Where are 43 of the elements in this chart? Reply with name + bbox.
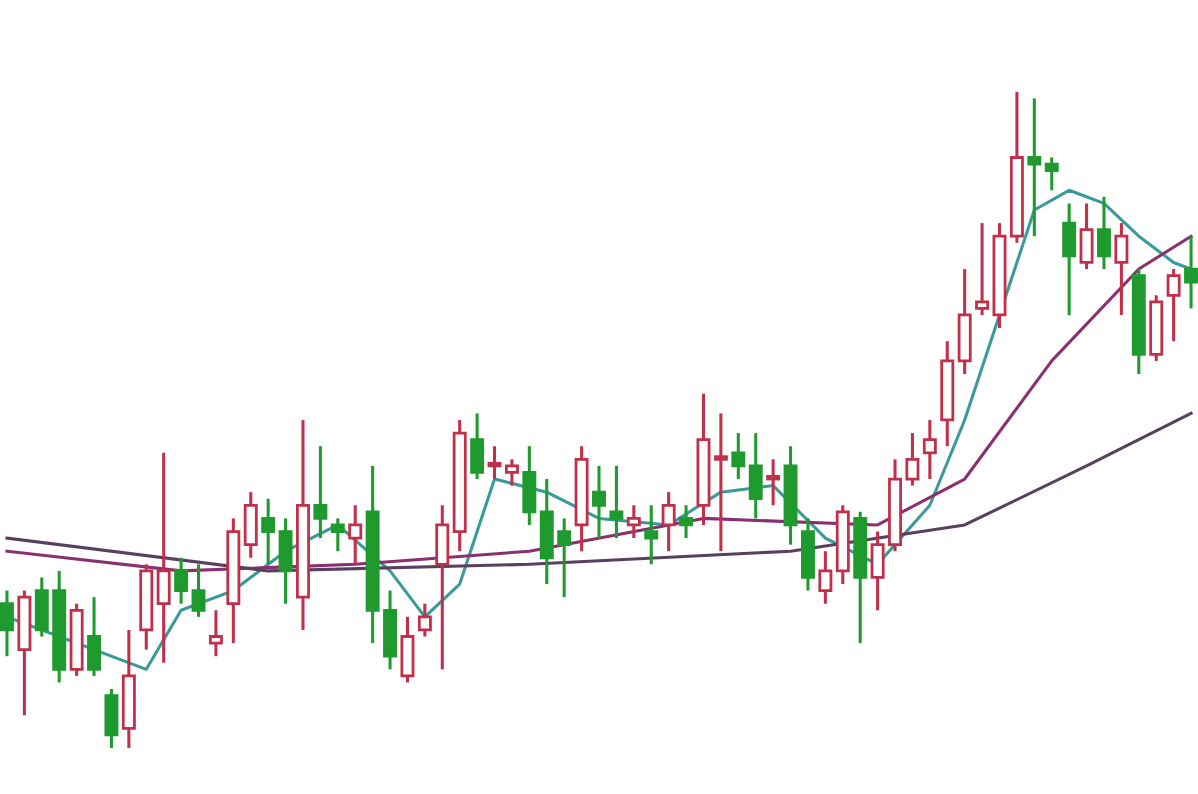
- candlestick: [957, 267, 972, 376]
- candlestick: [522, 444, 537, 527]
- candlestick: [470, 411, 485, 481]
- candlestick: [1097, 195, 1111, 271]
- candlestick: [261, 497, 276, 566]
- candlestick: [435, 503, 450, 671]
- candlestick: [1166, 267, 1181, 343]
- candlestick: [400, 615, 415, 684]
- candlestick: [1114, 221, 1129, 317]
- candlestick: [1079, 201, 1094, 271]
- candlestick: [1184, 234, 1198, 310]
- candlestick: [278, 516, 293, 606]
- candlestick: [766, 457, 781, 507]
- candlestick: [644, 503, 659, 566]
- candlestick: [1044, 155, 1059, 192]
- candlestick: [104, 687, 119, 750]
- candlestick: [487, 444, 502, 481]
- candlestick: [609, 464, 624, 540]
- candlestick: [626, 503, 641, 540]
- candlestick: [191, 562, 206, 619]
- candlestick: [975, 221, 990, 317]
- candlestick: [800, 516, 815, 593]
- candlestick: [922, 418, 937, 481]
- candlestick: [313, 444, 328, 540]
- candlestick: [679, 503, 694, 540]
- candlestick: [1027, 96, 1042, 238]
- candlestick: [417, 602, 432, 639]
- candlestick: [156, 451, 171, 665]
- candlestick: [1062, 201, 1077, 317]
- candlestick: [748, 431, 763, 520]
- candlestick: [208, 608, 223, 658]
- candlestick: [731, 431, 746, 481]
- candlestick: [87, 595, 101, 678]
- candlestick: [174, 556, 189, 606]
- candlestick: [661, 490, 676, 553]
- candlestick: [504, 457, 519, 488]
- candlestick: [243, 490, 258, 560]
- candlestick: [330, 516, 345, 553]
- candlestick: [0, 589, 14, 658]
- candlestick: [818, 549, 833, 606]
- candlestick: [592, 464, 606, 540]
- candlestick: [713, 411, 728, 553]
- candlestick: [348, 503, 363, 566]
